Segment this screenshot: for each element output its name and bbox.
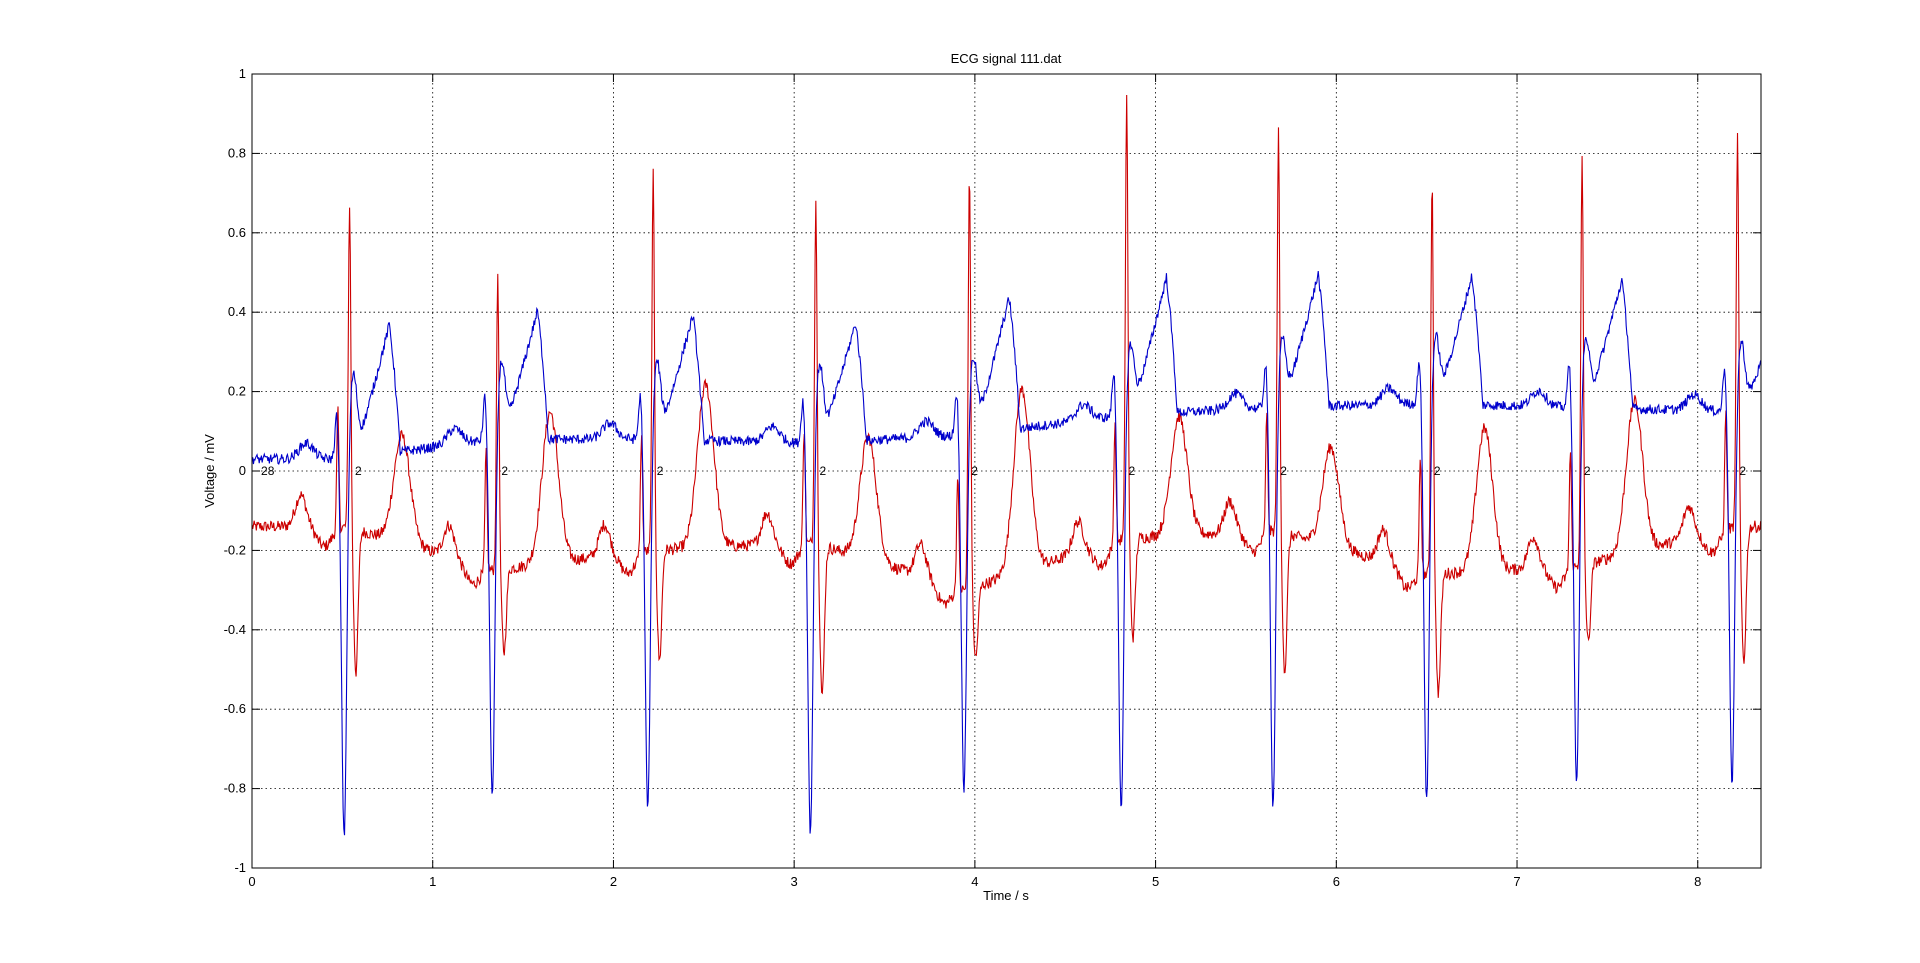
x-tick-label: 1 xyxy=(429,874,436,889)
y-tick-label: -0.4 xyxy=(224,622,246,637)
x-tick-label: 6 xyxy=(1333,874,1340,889)
x-axis-title: Time / s xyxy=(983,888,1029,903)
y-tick-label: -0.6 xyxy=(224,701,246,716)
beat-annotation-label: 2 xyxy=(501,464,508,478)
beat-annotation-label: 2 xyxy=(657,464,664,478)
axis-ticks: 0 1 2 3 4 5 6 7 8 -1 -0.8 -0.6 -0.4 -0.2 0 0.2 0.4 0.6 0.8… xyxy=(224,66,1761,889)
beat-annotation-label: 2 xyxy=(355,464,362,478)
x-tick-label: 2 xyxy=(610,874,617,889)
y-tick-label: -0.2 xyxy=(224,542,246,557)
x-tick-label: 8 xyxy=(1694,874,1701,889)
beat-annotation-label: 2 xyxy=(971,464,978,478)
series-channel-1 xyxy=(251,270,1762,836)
x-tick-label: 4 xyxy=(971,874,978,889)
y-tick-label: 0.6 xyxy=(228,225,246,240)
y-tick-label: -1 xyxy=(234,860,246,875)
beat-annotations: 28 2 2 2 2 2 2 2 2 2 2 xyxy=(261,464,1746,478)
chart-title: ECG signal 111.dat xyxy=(951,51,1062,66)
y-tick-label: 0.8 xyxy=(228,145,246,160)
beat-annotation-label: 2 xyxy=(1739,464,1746,478)
y-tick-label: 1 xyxy=(239,66,246,81)
grid xyxy=(252,74,1761,868)
y-tick-label: -0.8 xyxy=(224,781,246,796)
y-tick-label: 0.2 xyxy=(228,384,246,399)
beat-annotation-label: 2 xyxy=(1584,464,1591,478)
series-channel-2 xyxy=(251,94,1762,698)
x-tick-label: 5 xyxy=(1152,874,1159,889)
beat-annotation-label: 2 xyxy=(1434,464,1441,478)
x-tick-label: 7 xyxy=(1513,874,1520,889)
x-tick-label: 3 xyxy=(791,874,798,889)
beat-annotation-label: 2 xyxy=(1280,464,1287,478)
beat-annotation-label: 2 xyxy=(1128,464,1135,478)
y-tick-label: 0 xyxy=(239,463,246,478)
beat-annotation-label: 2 xyxy=(819,464,826,478)
x-tick-label: 0 xyxy=(248,874,255,889)
y-tick-label: 0.4 xyxy=(228,304,246,319)
series-layer xyxy=(251,94,1762,836)
beat-annotation-label: 28 xyxy=(261,464,275,478)
y-axis-title: Voltage / mV xyxy=(202,434,217,508)
